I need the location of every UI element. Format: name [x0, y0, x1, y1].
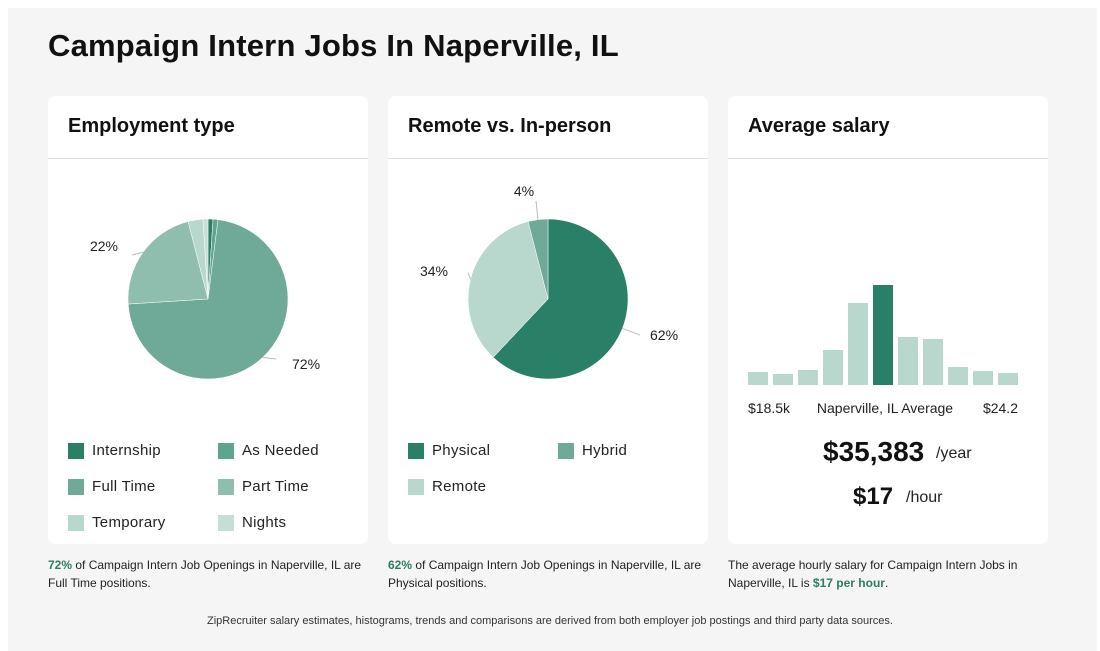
- histogram-bar: [898, 337, 918, 385]
- legend-swatch: [218, 515, 234, 531]
- caption-text: of Campaign Intern Job Openings in Naper…: [48, 558, 362, 590]
- histogram-bar-average: [873, 285, 893, 385]
- histogram-bar: [748, 372, 768, 385]
- pie-data-label-hybrid: 4%: [514, 183, 534, 199]
- data-label-leader-line: [131, 251, 144, 256]
- legend-label: Physical: [432, 442, 491, 459]
- histogram-bar: [948, 367, 968, 385]
- caption-text: The average hourly salary for Campaign I…: [728, 558, 1018, 590]
- legend-label: Part Time: [242, 478, 309, 495]
- histogram-bar: [798, 370, 818, 385]
- employment-caption: 72% of Campaign Intern Job Openings in N…: [48, 556, 368, 592]
- legend-swatch: [68, 515, 84, 531]
- salary-caption: The average hourly salary for Campaign I…: [728, 556, 1038, 592]
- salary-range-max: $24.2: [983, 400, 1018, 416]
- caption-highlight: $17 per hour: [812, 576, 885, 590]
- caption-highlight: 62%: [388, 558, 413, 572]
- legend-swatch: [68, 443, 84, 459]
- legend-label: Nights: [242, 514, 287, 531]
- data-label-leader-line: [535, 200, 539, 220]
- legend-label: Full Time: [92, 478, 156, 495]
- salary-range-location: Naperville, IL Average: [817, 400, 953, 416]
- pie-slice-nights: [202, 218, 209, 300]
- legend-swatch: [408, 443, 424, 459]
- caption-highlight: 72%: [48, 558, 73, 572]
- card-divider: [48, 158, 368, 159]
- histogram-bar: [823, 350, 843, 385]
- card-divider: [728, 158, 1048, 159]
- legend-swatch: [68, 479, 84, 495]
- histogram-bar: [998, 373, 1018, 385]
- employment-type-card: Employment type 72% 22% Internship As Nee…: [48, 96, 368, 544]
- card-divider: [388, 158, 708, 159]
- hourly-salary: $17: [853, 483, 894, 510]
- yearly-salary: $35,383: [823, 436, 925, 467]
- legend-swatch: [408, 479, 424, 495]
- legend-label: Internship: [92, 442, 161, 459]
- legend-label: Remote: [432, 478, 487, 495]
- salary-range-min: $18.5k: [748, 400, 791, 416]
- employment-type-pie-chart: 72% 22%: [90, 218, 320, 380]
- remote-vs-in-person-pie-chart: 62% 34% 4%: [420, 183, 678, 380]
- legend-swatch: [218, 443, 234, 459]
- yearly-salary-unit: /year: [936, 445, 972, 462]
- pie-data-label-physical: 62%: [650, 327, 678, 343]
- data-label-leader-line: [622, 327, 641, 336]
- footer-disclaimer: ZipRecruiter salary estimates, histogram…: [207, 615, 893, 627]
- histogram-bar: [848, 303, 868, 385]
- average-salary-card: Average salary $18.5k Naperville, IL Aver…: [728, 96, 1048, 544]
- pie-slice-full-time: [127, 219, 289, 380]
- legend-label: Hybrid: [582, 442, 628, 459]
- remote-vs-in-person-card: Remote vs. In-person 62% 34% 4% Physical H…: [388, 96, 708, 544]
- data-label-leader-line: [262, 356, 277, 360]
- remote-caption: 62% of Campaign Intern Job Openings in N…: [388, 556, 708, 592]
- histogram-bar: [773, 374, 793, 385]
- hourly-salary-unit: /hour: [906, 489, 943, 506]
- legend-label: As Needed: [242, 442, 319, 459]
- pie-slice-part-time: [127, 221, 209, 305]
- salary-histogram: $18.5k Naperville, IL Average $24.2: [748, 285, 1018, 416]
- employment-type-title: Employment type: [68, 115, 235, 137]
- legend-label: Temporary: [92, 514, 166, 531]
- caption-end: .: [884, 576, 889, 590]
- histogram-bar: [973, 371, 993, 385]
- histogram-bar: [923, 339, 943, 385]
- caption-text: of Campaign Intern Job Openings in Naper…: [388, 558, 702, 590]
- pie-data-label-full-time: 72%: [292, 356, 320, 372]
- pie-data-label-remote: 34%: [420, 263, 448, 279]
- page-title: Campaign Intern Jobs In Naperville, IL: [48, 28, 619, 63]
- pie-slice-remote: [467, 221, 549, 358]
- legend-swatch: [218, 479, 234, 495]
- pie-data-label-part-time: 22%: [90, 238, 118, 254]
- data-label-leader-line: [467, 272, 471, 280]
- legend-swatch: [558, 443, 574, 459]
- average-salary-title: Average salary: [748, 115, 890, 137]
- remote-vs-in-person-title: Remote vs. In-person: [408, 115, 612, 137]
